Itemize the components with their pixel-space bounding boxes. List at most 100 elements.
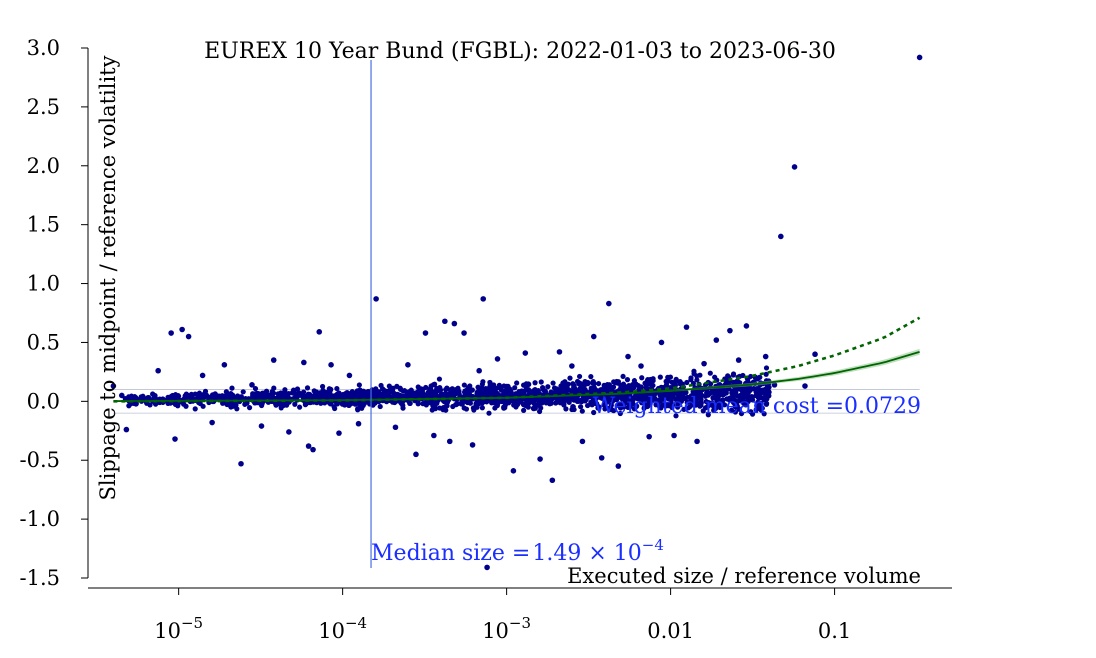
y-tick-label: 0.5 <box>27 330 60 354</box>
scatter-point <box>540 396 547 403</box>
scatter-point <box>684 379 690 386</box>
scatter-point <box>535 388 542 394</box>
scatter-point <box>277 400 283 406</box>
scatter-point <box>525 404 531 410</box>
scatter-point <box>110 383 117 389</box>
scatter-point <box>304 385 311 391</box>
scatter-point <box>356 401 362 407</box>
fit-confidence-band <box>113 348 920 402</box>
scatter-point <box>238 460 244 467</box>
scatter-point <box>658 405 664 411</box>
scatter-point <box>745 398 751 405</box>
scatter-point <box>494 402 500 409</box>
scatter-point <box>678 398 685 404</box>
scatter-point <box>791 164 798 170</box>
scatter-point <box>588 387 594 393</box>
scatter-point <box>583 381 590 387</box>
scatter-point <box>292 401 298 407</box>
scatter-point <box>763 401 770 407</box>
scatter-point <box>802 383 808 389</box>
scatter-point <box>342 402 348 408</box>
scatter-point <box>763 394 769 401</box>
scatter-point <box>319 383 326 390</box>
scatter-point <box>688 377 694 383</box>
scatter-point <box>357 387 363 393</box>
scatter-point <box>630 397 636 403</box>
scatter-point <box>624 377 631 383</box>
scatter-point <box>422 330 429 336</box>
scatter-point <box>442 318 448 325</box>
scatter-point <box>436 376 443 382</box>
scatter-point <box>440 407 446 413</box>
scatter-point <box>694 377 700 383</box>
scatter-point <box>681 406 687 412</box>
scatter-point <box>757 390 763 397</box>
scatter-point <box>479 405 485 411</box>
scatter-point <box>345 394 351 400</box>
scatter-point <box>417 389 424 396</box>
x-tick-label: 0.01 <box>647 619 694 643</box>
scatter-point <box>192 391 198 397</box>
scatter-point <box>624 396 630 402</box>
scatter-point <box>705 412 711 418</box>
scatter-point <box>229 385 235 391</box>
scatter-point <box>547 401 553 407</box>
scatter-point <box>553 386 559 392</box>
scatter-point <box>673 377 679 383</box>
scatter-point <box>603 386 609 392</box>
scatter-point <box>442 392 449 399</box>
scatter-point <box>505 385 511 391</box>
scatter-point <box>644 392 650 398</box>
scatter-point <box>443 386 449 393</box>
scatter-point <box>598 455 605 461</box>
scatter-point <box>181 395 188 402</box>
scatter-point <box>673 413 679 419</box>
scatter-point <box>536 408 543 415</box>
scatter-point <box>246 405 253 411</box>
x-axis-label: Executed size / reference volume <box>567 564 921 588</box>
fit-curve-dotted <box>113 316 921 403</box>
scatter-point <box>501 404 507 410</box>
scatter-point <box>691 368 697 374</box>
scatter-point <box>731 392 738 399</box>
scatter-point <box>754 402 760 409</box>
scatter-point <box>694 373 700 379</box>
scatter-point <box>408 387 414 393</box>
scatter-point <box>199 372 206 379</box>
scatter-point <box>123 426 130 433</box>
scatter-point <box>463 406 470 412</box>
scatter-point <box>336 430 342 436</box>
scatter-point <box>545 384 551 390</box>
scatter-point <box>629 384 636 390</box>
scatter-point <box>397 385 403 391</box>
scatter-point <box>537 456 543 462</box>
scatter-point <box>549 477 556 484</box>
scatter-point <box>538 379 544 385</box>
scatter-point <box>355 407 361 413</box>
scatter-point <box>631 406 637 412</box>
scatter-point <box>533 397 539 403</box>
scatter-point <box>522 350 529 356</box>
scatter-point <box>168 330 174 336</box>
scatter-point <box>579 408 585 414</box>
scatter-point <box>646 400 652 406</box>
scatter-point <box>444 400 450 406</box>
scatter-point <box>382 390 389 396</box>
scatter-point <box>738 410 745 417</box>
scatter-point <box>311 392 317 399</box>
scatter-point <box>748 409 754 415</box>
fit-curves <box>113 316 921 403</box>
scatter-point <box>719 398 725 404</box>
scatter-point <box>710 395 716 401</box>
scatter-point <box>704 390 710 396</box>
scatter-point <box>727 327 733 334</box>
scatter-point <box>711 407 717 413</box>
scatter-point <box>578 404 584 410</box>
scatter-point <box>635 382 641 389</box>
scatter-point <box>579 438 586 445</box>
scatter-point <box>392 424 399 431</box>
scatter-point <box>334 385 340 392</box>
scatter-point <box>669 394 675 400</box>
y-tick-label: 1.5 <box>27 213 60 237</box>
scatter-point <box>175 393 181 399</box>
